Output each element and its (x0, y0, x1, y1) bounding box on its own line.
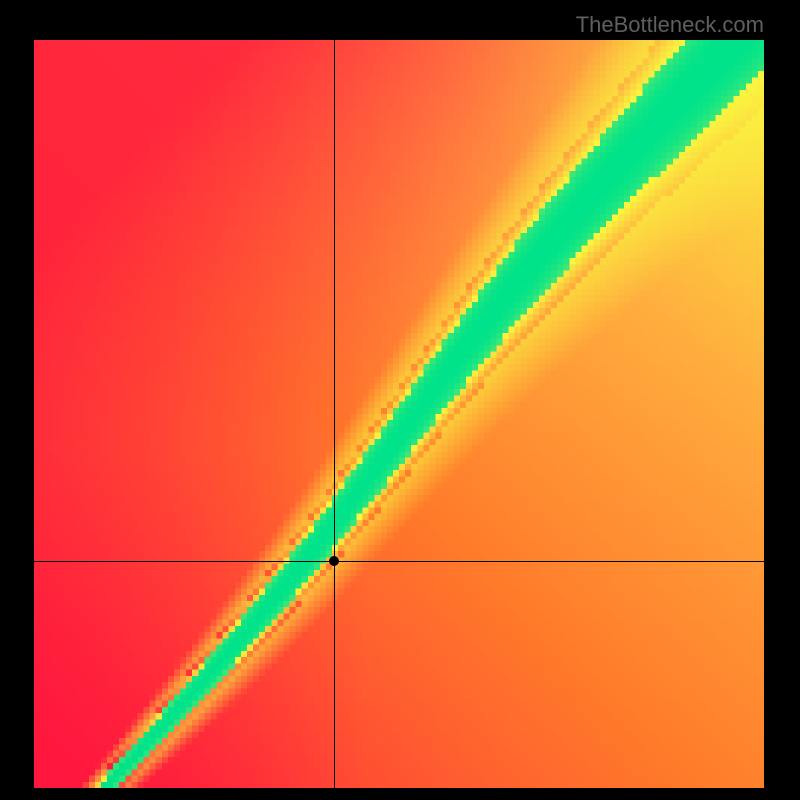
plot-area (34, 40, 764, 788)
crosshair-vertical (334, 40, 335, 788)
chart-container: TheBottleneck.com (0, 0, 800, 800)
crosshair-horizontal (34, 561, 764, 562)
bottleneck-heatmap (34, 40, 764, 788)
watermark-text: TheBottleneck.com (576, 12, 764, 38)
